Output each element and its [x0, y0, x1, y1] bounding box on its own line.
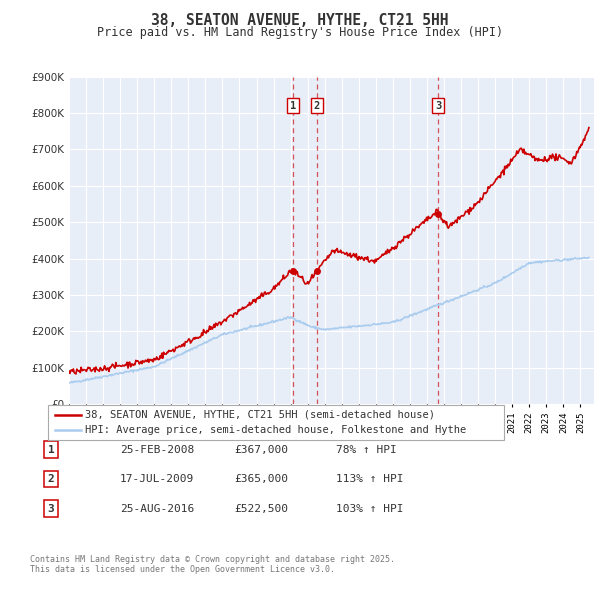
Text: 113% ↑ HPI: 113% ↑ HPI — [336, 474, 404, 484]
Text: Price paid vs. HM Land Registry's House Price Index (HPI): Price paid vs. HM Land Registry's House … — [97, 26, 503, 39]
Text: £367,000: £367,000 — [234, 445, 288, 454]
Text: Contains HM Land Registry data © Crown copyright and database right 2025.: Contains HM Land Registry data © Crown c… — [30, 555, 395, 563]
Text: 2: 2 — [314, 101, 320, 111]
Text: 3: 3 — [435, 101, 441, 111]
Text: 103% ↑ HPI: 103% ↑ HPI — [336, 504, 404, 513]
Text: £365,000: £365,000 — [234, 474, 288, 484]
Text: 25-FEB-2008: 25-FEB-2008 — [120, 445, 194, 454]
Text: 38, SEATON AVENUE, HYTHE, CT21 5HH (semi-detached house): 38, SEATON AVENUE, HYTHE, CT21 5HH (semi… — [85, 410, 435, 420]
Text: HPI: Average price, semi-detached house, Folkestone and Hythe: HPI: Average price, semi-detached house,… — [85, 425, 466, 435]
Text: This data is licensed under the Open Government Licence v3.0.: This data is licensed under the Open Gov… — [30, 565, 335, 574]
Text: 38, SEATON AVENUE, HYTHE, CT21 5HH: 38, SEATON AVENUE, HYTHE, CT21 5HH — [151, 13, 449, 28]
Text: 78% ↑ HPI: 78% ↑ HPI — [336, 445, 397, 454]
Text: 25-AUG-2016: 25-AUG-2016 — [120, 504, 194, 513]
Text: 3: 3 — [47, 504, 55, 513]
Text: 1: 1 — [290, 101, 296, 111]
Text: £522,500: £522,500 — [234, 504, 288, 513]
Text: 1: 1 — [47, 445, 55, 454]
Text: 17-JUL-2009: 17-JUL-2009 — [120, 474, 194, 484]
Text: 2: 2 — [47, 474, 55, 484]
